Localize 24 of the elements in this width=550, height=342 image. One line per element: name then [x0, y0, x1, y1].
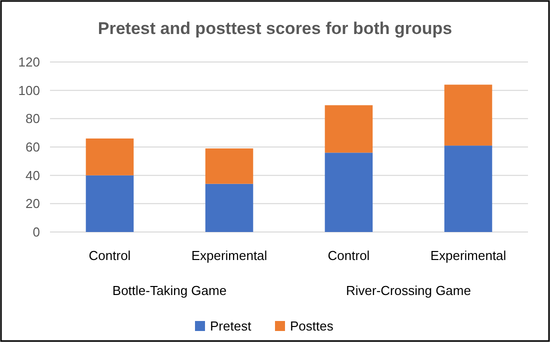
legend-label: Posttes	[290, 318, 334, 334]
bar	[86, 175, 134, 232]
bar	[86, 138, 134, 176]
x-tick-label: Experimental	[430, 248, 506, 263]
x-tick-label: Control	[88, 248, 131, 263]
text: River-Crossing Game	[346, 283, 471, 298]
bar	[444, 146, 492, 232]
bar	[324, 152, 373, 232]
y-tick-label: 100	[18, 82, 40, 98]
bar	[205, 184, 254, 232]
y-tick-label: 40	[26, 168, 40, 183]
x-tick-label: Experimental	[191, 248, 268, 263]
text: Bottle-Taking Game	[112, 283, 227, 298]
bar	[444, 84, 492, 146]
y-tick-label: 20	[26, 196, 40, 212]
bar	[324, 105, 373, 153]
chart-title: Pretest and posttest scores for both groups	[98, 19, 452, 38]
y-tick-label: 60	[26, 140, 40, 155]
y-tick-label: 80	[26, 111, 40, 126]
legend-label: Pretest	[210, 318, 252, 334]
x-tick-label: Control	[328, 248, 370, 263]
bar	[205, 148, 254, 184]
y-tick-label: 0	[32, 224, 40, 240]
y-tick-label: 120	[18, 54, 40, 70]
